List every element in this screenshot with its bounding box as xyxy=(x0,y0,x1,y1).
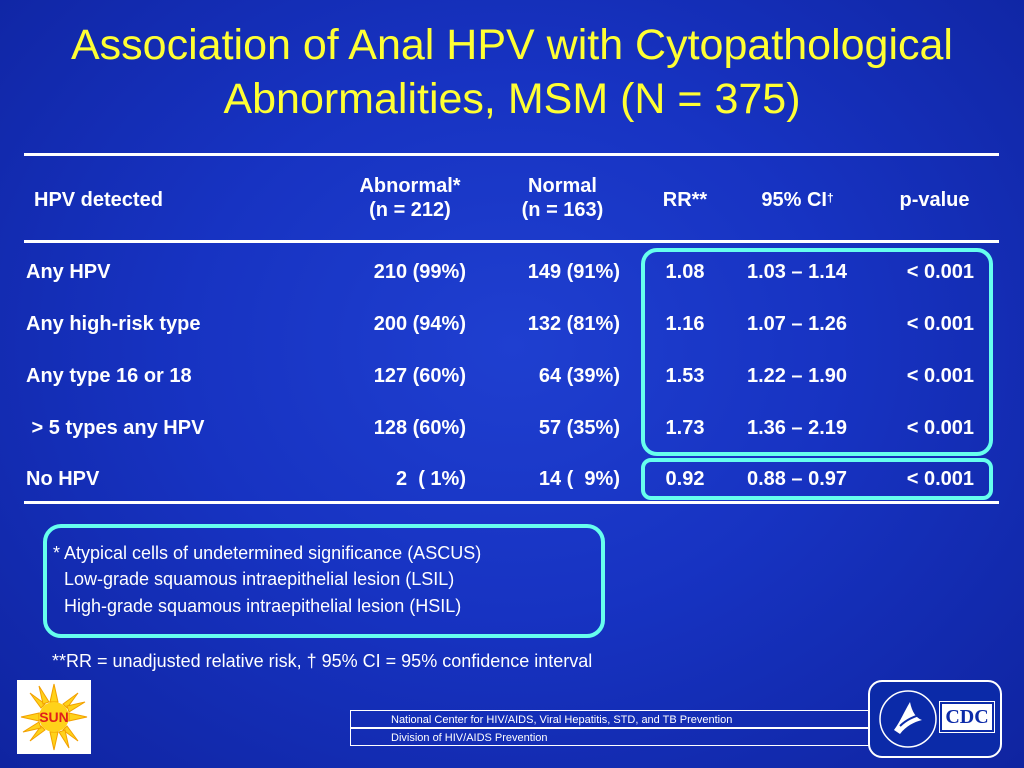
row-abnormal: 2 ( 1%) xyxy=(395,468,466,490)
banner-national-center: National Center for HIV/AIDS, Viral Hepa… xyxy=(350,710,870,728)
row-p-value: < 0.001 xyxy=(906,417,974,439)
header-abnormal: Abnormal* (n = 212) xyxy=(330,174,490,222)
row-p-value: < 0.001 xyxy=(906,313,974,335)
header-normal-line2: (n = 163) xyxy=(521,199,604,221)
row-normal: 57 (35%) xyxy=(538,417,620,439)
header-rr: RR** xyxy=(662,189,708,211)
row-rr: 1.73 xyxy=(665,417,705,439)
sun-icon: SUN xyxy=(20,683,88,751)
cdc-logo-text: CDC xyxy=(945,706,989,728)
row-p-value: < 0.001 xyxy=(906,261,974,283)
table-bottom-rule xyxy=(24,501,999,504)
slide-title-line1: Association of Anal HPV with Cytopatholo… xyxy=(71,21,953,69)
header-hpv-detected: HPV detected xyxy=(34,189,163,211)
row-label: No HPV xyxy=(26,468,100,490)
row-ci: 1.03 – 1.14 xyxy=(746,261,848,283)
header-normal-line1: Normal xyxy=(528,175,597,197)
row-ci: 0.88 – 0.97 xyxy=(746,468,848,490)
footnote-abnormal-line3: High-grade squamous intraepithelial lesi… xyxy=(64,596,462,616)
footnote-box xyxy=(43,524,605,638)
highlight-box-positive-rows xyxy=(641,248,993,456)
row-label: > 5 types any HPV xyxy=(26,417,205,439)
hhs-eagle-icon xyxy=(879,690,937,748)
header-ci-dagger: † xyxy=(826,191,834,205)
table-header-rule xyxy=(24,240,999,243)
table-top-rule xyxy=(24,153,999,156)
row-abnormal: 128 (60%) xyxy=(373,417,466,439)
footnote-rr-ci: **RR = unadjusted relative risk, † 95% C… xyxy=(52,651,593,671)
sun-logo-text: SUN xyxy=(39,709,69,725)
sun-study-logo: SUN xyxy=(17,680,91,754)
row-normal: 132 (81%) xyxy=(527,313,620,335)
row-ci: 1.36 – 2.19 xyxy=(746,417,848,439)
row-normal: 64 (39%) xyxy=(538,365,620,387)
header-ci-label: 95% CI xyxy=(761,189,827,211)
cdc-hhs-logo: CDC xyxy=(868,680,1002,758)
row-ci: 1.22 – 1.90 xyxy=(746,365,848,387)
row-abnormal: 127 (60%) xyxy=(373,365,466,387)
row-abnormal: 200 (94%) xyxy=(373,313,466,335)
row-ci: 1.07 – 1.26 xyxy=(746,313,848,335)
row-p-value: < 0.001 xyxy=(906,365,974,387)
slide-title: Association of Anal HPV with Cytopatholo… xyxy=(0,18,1024,126)
row-abnormal: 210 (99%) xyxy=(373,261,466,283)
footnote-abnormal-line1: * Atypical cells of undetermined signifi… xyxy=(53,543,482,563)
row-rr: 1.16 xyxy=(665,313,705,335)
header-abnormal-line1: Abnormal* xyxy=(359,175,461,197)
row-label: Any high-risk type xyxy=(26,313,201,335)
header-p-value: p-value xyxy=(899,189,970,211)
row-rr: 1.53 xyxy=(665,365,705,387)
row-rr: 1.08 xyxy=(665,261,705,283)
footnote-abnormal-line2: Low-grade squamous intraepithelial lesio… xyxy=(64,569,455,589)
header-ci: 95% CI† xyxy=(730,188,865,212)
row-label: Any HPV xyxy=(26,261,111,283)
banner-division: Division of HIV/AIDS Prevention xyxy=(350,728,870,746)
row-p-value: < 0.001 xyxy=(906,468,974,490)
row-normal: 14 ( 9%) xyxy=(538,468,620,490)
row-rr: 0.92 xyxy=(665,468,705,490)
header-normal: Normal (n = 163) xyxy=(490,174,635,222)
row-label: Any type 16 or 18 xyxy=(26,365,192,387)
slide-title-line2: Abnormalities, MSM (N = 375) xyxy=(223,75,801,123)
cdc-logo-badge: CDC xyxy=(939,701,995,733)
row-normal: 149 (91%) xyxy=(527,261,620,283)
highlight-box-no-hpv-row xyxy=(641,458,993,500)
header-abnormal-line2: (n = 212) xyxy=(369,199,451,221)
